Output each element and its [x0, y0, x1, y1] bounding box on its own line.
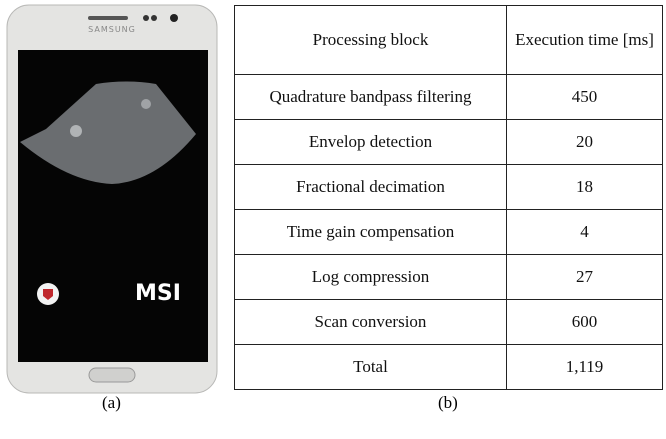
ultrasound-image [20, 81, 196, 184]
block-cell: Scan conversion [234, 299, 507, 345]
block-cell: Fractional decimation [234, 164, 507, 210]
time-cell: 18 [506, 164, 663, 210]
brand: SAMSUNG [88, 25, 136, 34]
header-row: Processing block Execution time [ms] [234, 5, 663, 75]
block-cell: Time gain compensation [234, 209, 507, 255]
table-row: Envelop detection 20 [234, 119, 663, 165]
caption-a: (a) [102, 393, 121, 412]
block-cell: Quadrature bandpass filtering [234, 74, 507, 120]
time-cell: 20 [506, 119, 663, 165]
phone-photo: SAMSUNG MSI [6, 4, 218, 394]
header-cell: Processing block [234, 5, 507, 75]
table-row: Time gain compensation 4 [234, 209, 663, 255]
table-row: Log compression 27 [234, 254, 663, 300]
execution-time-table: Processing block Execution time [ms] Qua… [234, 5, 663, 390]
time-cell: 1,119 [506, 344, 663, 390]
crest [43, 289, 53, 300]
header-cell: Execution time [ms] [506, 5, 663, 75]
table-row: Scan conversion 600 [234, 299, 663, 345]
table-row: Quadrature bandpass filtering 450 [234, 74, 663, 120]
speaker [88, 16, 128, 20]
time-cell: 27 [506, 254, 663, 300]
sensor [143, 15, 149, 21]
time-cell: 4 [506, 209, 663, 255]
camera [170, 14, 178, 22]
home-button [88, 367, 136, 383]
table-row: Total 1,119 [234, 344, 663, 390]
msi-logo: MSI [135, 281, 181, 306]
table-row: Fractional decimation 18 [234, 164, 663, 210]
block-cell: Log compression [234, 254, 507, 300]
sensor [151, 15, 157, 21]
block-cell: Total [234, 344, 507, 390]
block-cell: Envelop detection [234, 119, 507, 165]
time-cell: 450 [506, 74, 663, 120]
time-cell: 600 [506, 299, 663, 345]
caption-b: (b) [438, 393, 458, 412]
ultrasound-spot [70, 125, 82, 137]
ultrasound-spot [141, 99, 151, 109]
